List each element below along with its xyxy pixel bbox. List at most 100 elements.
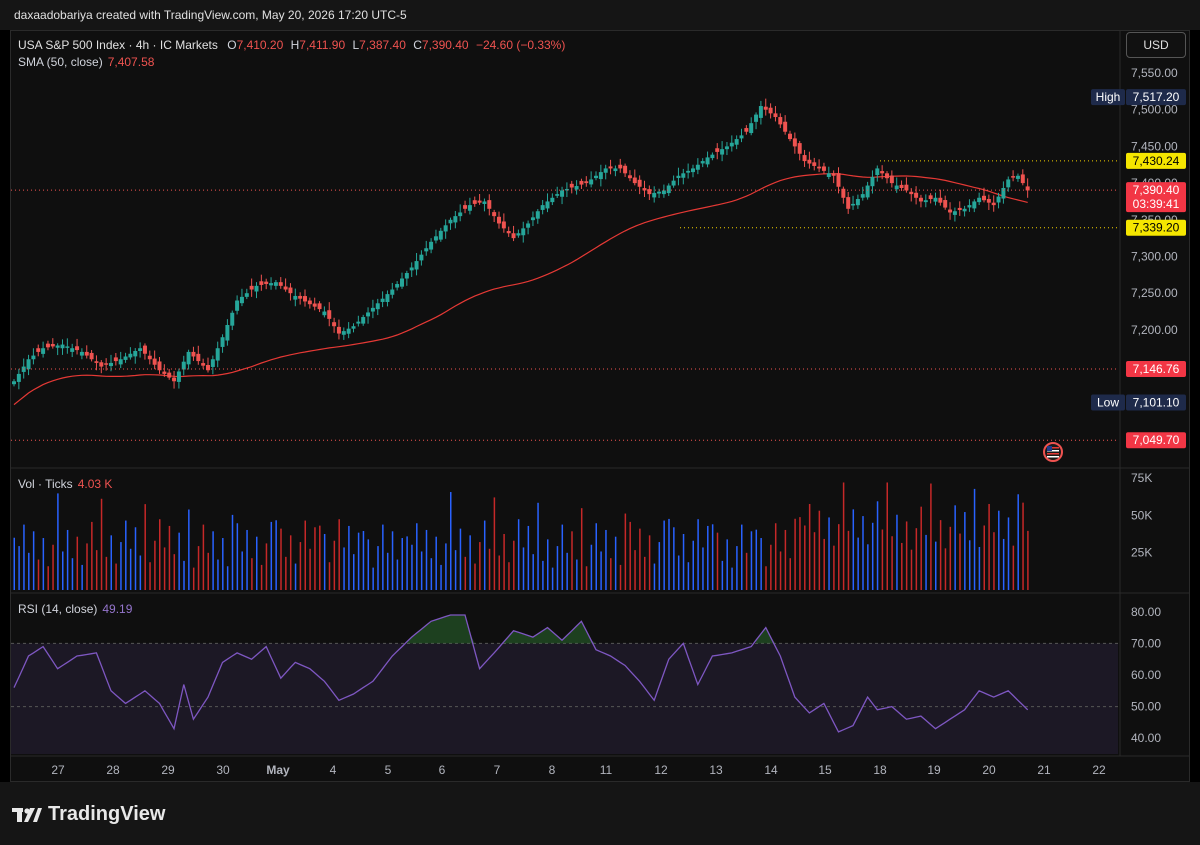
low-marker-value-box (1126, 394, 1186, 411)
time-axis-tick-label: 4 (330, 763, 337, 777)
volume-bar (246, 529, 248, 590)
candle-down (332, 322, 337, 327)
time-axis-tick-label: 15 (818, 763, 832, 777)
candle-down (812, 162, 817, 166)
time-axis-tick-label: 11 (600, 763, 613, 777)
volume-bar (745, 552, 748, 590)
volume-bar (959, 533, 961, 590)
candle-up (705, 157, 710, 165)
rsi-legend[interactable]: RSI (14, close) 49.19 (18, 602, 132, 616)
volume-bar (81, 564, 83, 590)
volume-bar (377, 546, 379, 590)
candle-down (768, 107, 773, 114)
candle-down (627, 175, 632, 179)
volume-bar (915, 528, 918, 590)
volume-bar (663, 520, 665, 590)
volume-bar (18, 546, 20, 590)
candle-up (395, 284, 400, 288)
volume-bar (944, 548, 947, 590)
candle-up (128, 353, 133, 358)
volume-bar (139, 555, 142, 590)
sma-legend[interactable]: SMA (50, close) 7,407.58 (18, 55, 154, 69)
candle-down (303, 296, 307, 302)
volume-bar (702, 547, 704, 590)
volume-bar (629, 521, 631, 590)
candle-down (880, 171, 885, 174)
volume-bar (551, 567, 554, 590)
candle-up (400, 278, 404, 287)
volume-bar (270, 521, 273, 590)
candle-up (749, 123, 754, 134)
volume-bar (833, 545, 835, 590)
volume-bar (1022, 502, 1024, 590)
last-price-label-box (1126, 182, 1186, 213)
candle-up (361, 317, 366, 324)
volume-bar (251, 558, 253, 590)
candle-down (637, 179, 642, 187)
candle-up (671, 180, 676, 186)
candle-up (545, 201, 550, 209)
candle-up (720, 149, 725, 155)
candle-down (283, 286, 288, 290)
time-axis-tick-label: 18 (873, 763, 887, 777)
volume-legend[interactable]: Vol · Ticks 4.03 K (18, 477, 112, 491)
rsi-band (11, 643, 1118, 754)
currency-button[interactable]: USD (1126, 32, 1186, 58)
candle-up (594, 175, 598, 179)
tradingview-logo[interactable]: TradingView (12, 803, 165, 826)
candle-down (836, 173, 841, 187)
time-axis-tick-label: 6 (439, 763, 446, 777)
volume-bar (750, 531, 753, 590)
candle-up (390, 289, 395, 295)
candle-up (419, 254, 424, 261)
volume-bar (222, 538, 224, 590)
volume-bar (901, 542, 903, 590)
volume-bar (571, 531, 573, 590)
candle-down (817, 166, 822, 169)
volume-bar (648, 535, 651, 590)
volume-bar (498, 555, 500, 590)
candle-up (758, 106, 763, 118)
volume-bar (813, 532, 816, 590)
candle-down (94, 361, 99, 363)
chart-panel[interactable] (10, 30, 1190, 782)
candle-down (336, 326, 341, 334)
volume-bar (289, 535, 292, 590)
time-axis-tick-label: May (266, 763, 290, 777)
candle-up (458, 212, 463, 217)
volume-bar (183, 560, 185, 590)
volume-bar (493, 497, 496, 590)
candle-up (666, 185, 671, 194)
volume-bar (280, 528, 282, 590)
price-axis-tick-label: 7,550.00 (1131, 66, 1178, 80)
candle-up (269, 283, 274, 286)
volume-bar (677, 555, 680, 590)
volume-bar (993, 532, 995, 590)
volume-bar (794, 518, 796, 590)
volume-bar (202, 524, 205, 590)
volume-bar (454, 550, 457, 590)
volume-bar (159, 519, 161, 590)
volume-bar (871, 522, 874, 590)
volume-bar (561, 524, 564, 590)
volume-bar (838, 524, 840, 590)
symbol-legend: USA S&P 500 Index · 4h · IC Markets O7,4… (18, 38, 565, 52)
volume-bar (37, 559, 40, 590)
candle-down (618, 164, 623, 169)
volume-bar (464, 556, 467, 590)
volume-label: Vol · Ticks (18, 477, 73, 491)
volume-bar (66, 529, 69, 590)
candle-up (424, 248, 429, 252)
volume-bar (876, 501, 879, 590)
candle-up (855, 199, 860, 206)
volume-bar (556, 546, 559, 590)
volume-bars-group (13, 482, 1029, 590)
volume-bar (28, 552, 30, 590)
volume-bar (197, 546, 200, 590)
candle-down (841, 188, 846, 198)
time-axis-tick-label: 29 (161, 763, 175, 777)
candle-up (109, 362, 113, 367)
candle-up (176, 371, 181, 382)
high-marker-value-box (1126, 89, 1186, 106)
